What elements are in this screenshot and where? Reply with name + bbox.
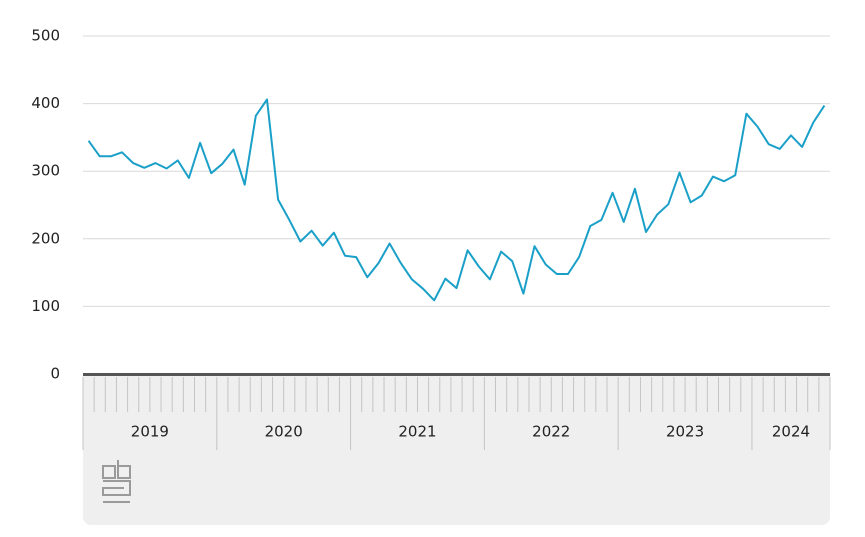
y-tick-label: 200 [31,229,60,247]
y-tick-label: 500 [31,27,60,45]
x-tick-label: 2024 [772,423,810,441]
y-tick-label: 400 [31,94,60,112]
x-tick-label: 2019 [131,423,169,441]
y-tick-label: 100 [31,297,60,315]
x-tick-label: 2023 [666,423,704,441]
x-tick-label: 2022 [532,423,570,441]
y-tick-label: 0 [50,365,60,383]
data-line [87,98,826,302]
y-tick-label: 300 [31,162,60,180]
x-tick-label: 2020 [265,423,303,441]
x-axis-panel [83,376,830,525]
x-tick-label: 2021 [398,423,436,441]
cbs-logo [102,460,131,503]
